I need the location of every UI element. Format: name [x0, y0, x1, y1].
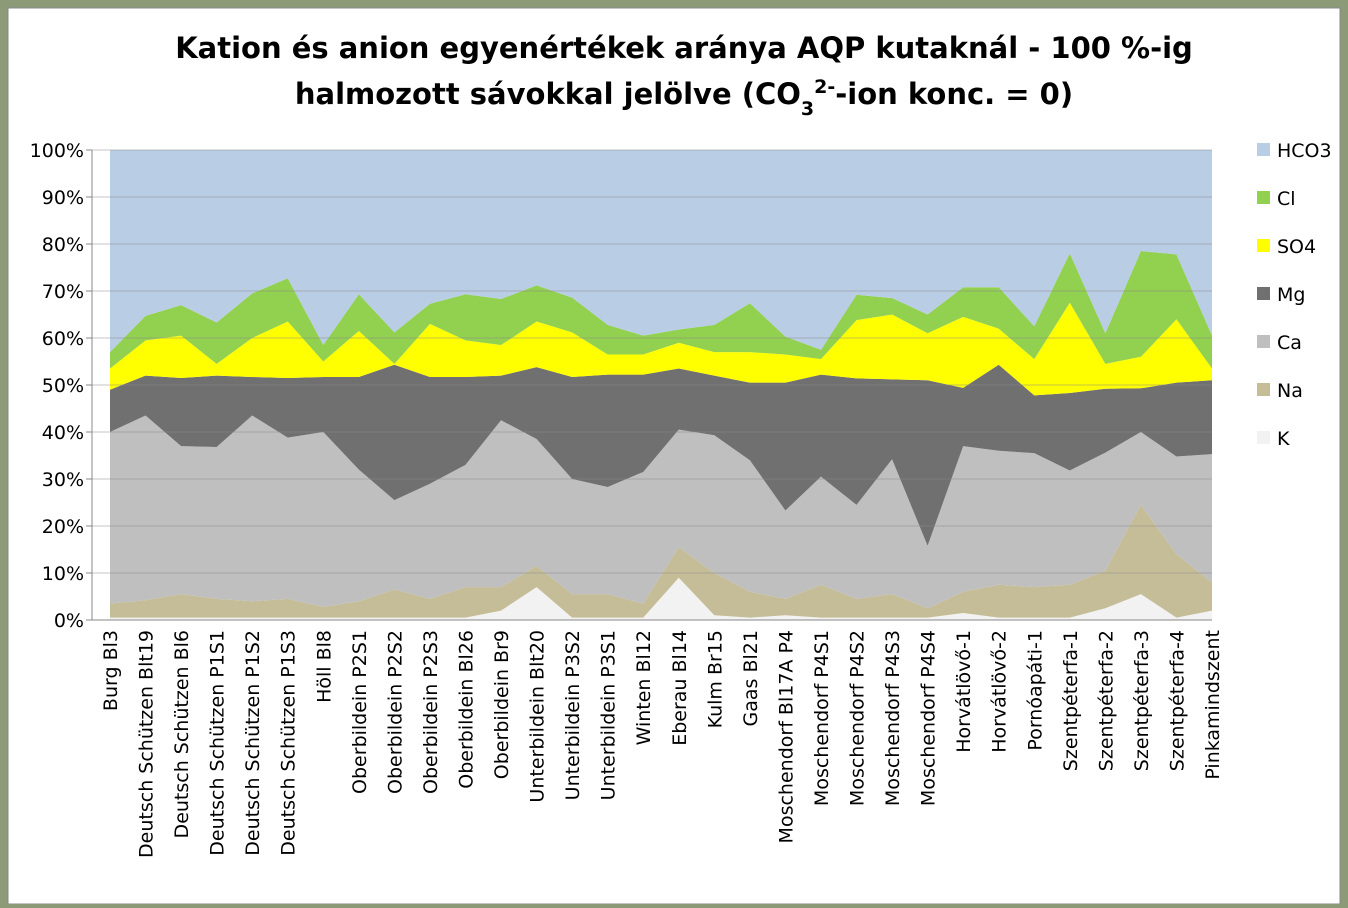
x-tick-label: Horvátlövő-1 — [953, 630, 975, 753]
legend-swatch — [1257, 143, 1270, 156]
x-tick-label: Oberbildein P2S3 — [420, 630, 442, 794]
y-tick-label: 30% — [42, 469, 84, 491]
title-part: -ion konc. = 0) — [835, 77, 1073, 111]
y-tick-label: 100% — [30, 140, 84, 162]
x-tick-label: Oberbildein Bl26 — [455, 630, 477, 789]
x-tick-label: Unterbildein P3S1 — [598, 630, 620, 800]
area — [110, 251, 1212, 369]
x-tick-label: Oberbildein Br9 — [491, 630, 513, 779]
legend-label: Ca — [1277, 332, 1302, 354]
x-tick-label: Winten Bl12 — [633, 630, 655, 745]
legend-label: HCO3 — [1277, 140, 1332, 162]
x-tick-label: Moschendorf P4S3 — [882, 630, 904, 806]
x-tick-label: Szentpéterfa-4 — [1166, 630, 1188, 771]
x-tick-label: Deutsch Schützen P1S2 — [242, 630, 264, 856]
legend-swatch — [1257, 287, 1270, 300]
x-tick-label: Deutsch Schützen Bl6 — [171, 630, 193, 838]
x-tick-label: Pornóapáti-1 — [1024, 630, 1046, 751]
x-tick-label: Deutsch Schützen Blt19 — [136, 630, 158, 858]
chart-title: halmozott sávokkal jelölve (CO32--ion ko… — [295, 76, 1073, 120]
legend-swatch — [1257, 335, 1270, 348]
chart-title: Kation és anion egyenértékek aránya AQP … — [175, 31, 1193, 65]
x-tick-label: Unterbildein P3S2 — [562, 630, 584, 800]
legend-swatch — [1257, 383, 1270, 396]
area — [110, 504, 1212, 618]
y-tick-label: 20% — [42, 516, 84, 538]
legend-label: Na — [1277, 380, 1303, 402]
title-part: halmozott sávokkal jelölve (CO — [295, 77, 801, 111]
area — [110, 302, 1212, 396]
x-tick-label: Moschendorf Bl17A P4 — [775, 630, 797, 843]
y-tick-label: 90% — [42, 187, 84, 209]
title-sup: 2- — [814, 76, 835, 98]
legend-label: K — [1277, 428, 1290, 450]
title-sub: 3 — [801, 98, 814, 120]
x-tick-label: Höll Bl8 — [313, 630, 335, 703]
area — [110, 577, 1212, 620]
area — [110, 364, 1212, 546]
x-tick-label: Szentpéterfa-2 — [1095, 630, 1117, 771]
legend-swatch — [1257, 239, 1270, 252]
x-tick-label: Oberbildein P2S1 — [349, 630, 371, 794]
y-tick-label: 50% — [42, 375, 84, 397]
x-tick-label: Pinkamindszent — [1202, 630, 1224, 780]
x-tick-label: Oberbildein P2S2 — [384, 630, 406, 794]
x-tick-label: Unterbildein Blt20 — [527, 630, 549, 803]
x-tick-label: Deutsch Schützen P1S3 — [278, 630, 300, 856]
legend-swatch — [1257, 191, 1270, 204]
y-tick-label: 60% — [42, 328, 84, 350]
legend-label: Cl — [1277, 188, 1296, 210]
x-tick-label: Moschendorf P4S1 — [811, 630, 833, 806]
x-tick-label: Eberau Bl14 — [669, 630, 691, 746]
x-tick-label: Kulm Br15 — [704, 630, 726, 728]
x-tick-label: Szentpéterfa-1 — [1060, 630, 1082, 771]
legend-label: SO4 — [1277, 236, 1316, 258]
legend-label: Mg — [1277, 284, 1305, 306]
area — [110, 150, 1212, 353]
y-tick-label: 40% — [42, 422, 84, 444]
x-tick-label: Horvátlövő-2 — [989, 630, 1011, 753]
area — [110, 415, 1212, 609]
y-tick-label: 80% — [42, 234, 84, 256]
x-tick-label: Moschendorf P4S4 — [918, 630, 940, 806]
y-tick-label: 70% — [42, 281, 84, 303]
x-tick-label: Burg Bl3 — [100, 630, 122, 711]
x-tick-label: Szentpéterfa-3 — [1131, 630, 1153, 771]
x-tick-label: Deutsch Schützen P1S1 — [207, 630, 229, 856]
y-tick-label: 0% — [54, 610, 84, 632]
legend-swatch — [1257, 431, 1270, 444]
y-tick-label: 10% — [42, 563, 84, 585]
x-tick-label: Moschendorf P4S2 — [847, 630, 869, 806]
x-tick-label: Gaas Bl21 — [740, 630, 762, 726]
